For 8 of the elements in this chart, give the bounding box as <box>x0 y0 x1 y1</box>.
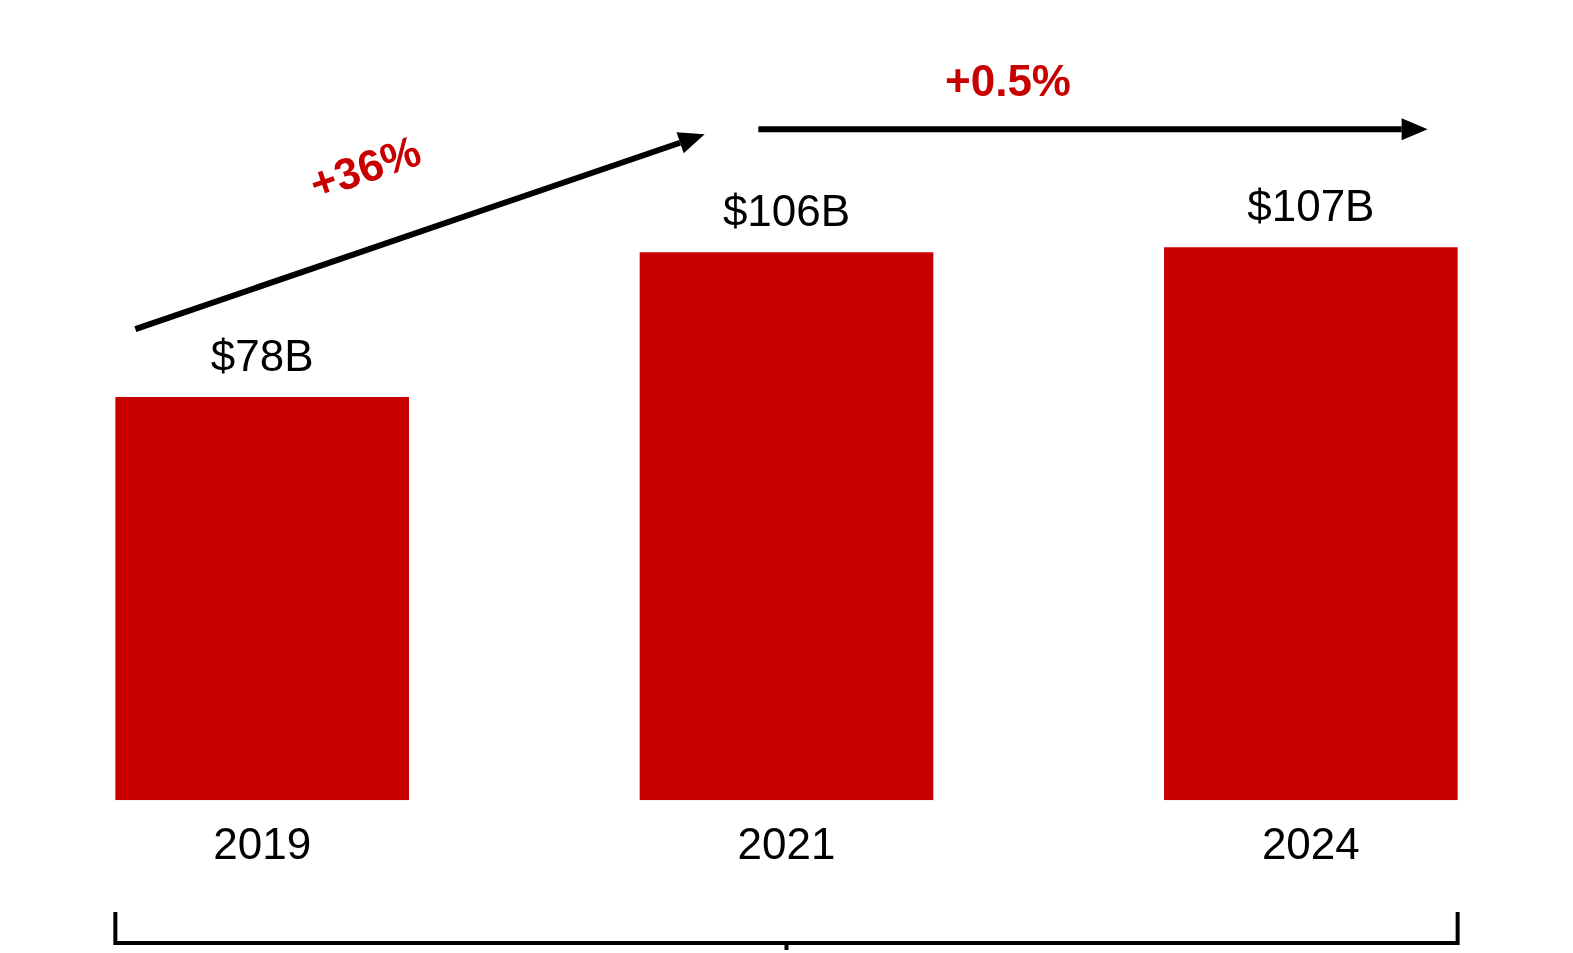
data-label: $78B <box>210 331 314 381</box>
text: +36% <box>303 125 427 209</box>
x-tick-label: 2024 <box>1261 818 1360 868</box>
x-tick-label: 2021 <box>737 818 836 868</box>
x-tick-label: 2019 <box>213 818 312 868</box>
data-label: $106B <box>722 186 851 236</box>
text: +0.5% <box>944 56 1071 106</box>
data-label: $107B <box>1247 181 1375 231</box>
